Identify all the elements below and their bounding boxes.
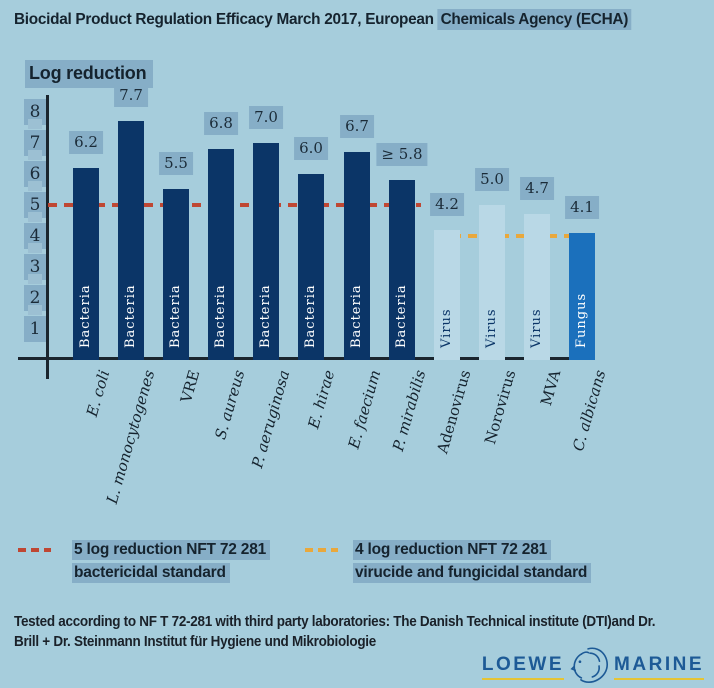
legend-line: 4 log reduction NFT 72 281: [353, 540, 552, 560]
chart-title-text: Biocidal Product Regulation Efficacy Mar…: [14, 11, 438, 28]
footnote-line: Brill + Dr. Steinmann Institut für Hygie…: [14, 634, 377, 650]
loewe-marine-logo: LOEWE MARINE: [481, 646, 704, 688]
bar-value-label: 6.2: [69, 131, 103, 154]
bar-group-label: Virus: [439, 308, 454, 348]
bar-p-aeruginosa: [253, 143, 279, 360]
bar-value-label: 5.0: [475, 168, 509, 191]
bar-value-label: 4.1: [565, 196, 599, 219]
bar-group-label: Bacteria: [303, 284, 318, 348]
bar-group-label: Bacteria: [78, 284, 93, 348]
y-axis-tick: 5: [24, 192, 46, 218]
bar-value-label: 5.5: [159, 152, 193, 175]
bar-p-mirabilis: [389, 180, 415, 360]
logo-word-marine: MARINE: [614, 654, 704, 680]
bar-value-label: 6.8: [204, 112, 238, 135]
y-axis-tick-tab: [28, 305, 42, 315]
bar-group-label: Bacteria: [123, 284, 138, 348]
y-axis-tick: 1: [24, 316, 46, 342]
y-axis-tick: 7: [24, 130, 46, 156]
bar-e-faecium: [344, 152, 370, 360]
legend-text-virucide: 4 log reduction NFT 72 281 virucide and …: [353, 538, 592, 584]
bar-value-label: 6.0: [294, 137, 328, 160]
bar-value-label: 4.2: [430, 193, 464, 216]
red-dashed-line-swatch: [18, 548, 51, 552]
bar-group-label: Bacteria: [258, 284, 273, 348]
chart-title: Biocidal Product Regulation Efficacy Mar…: [14, 9, 631, 30]
bar-group-label: Bacteria: [168, 284, 183, 348]
bar-adenovirus: [434, 230, 460, 360]
bar-value-label: 4.7: [520, 177, 554, 200]
logo-word-loewe: LOEWE: [481, 654, 565, 680]
bar-value-label: ≥ 5.8: [376, 143, 428, 166]
legend-line: bactericidal standard: [72, 563, 230, 583]
y-axis-tick-tab: [28, 150, 42, 160]
x-axis-label: C. albicans: [569, 368, 610, 454]
chart-title-highlight: Chemicals Agency (ECHA): [437, 9, 631, 30]
footnote-line: Tested according to NF T 72-281 with thi…: [14, 614, 656, 630]
bar-e-coli: [73, 168, 99, 360]
bar-value-label: 7.7: [114, 84, 148, 107]
orange-dashed-line-swatch: [305, 548, 338, 552]
legend-item-bactericidal: 5 log reduction NFT 72 281 bactericidal …: [18, 538, 271, 584]
y-axis-tick: 2: [24, 285, 46, 311]
legend-line: 5 log reduction NFT 72 281: [72, 540, 271, 560]
bar-l-monocytogenes: [118, 121, 144, 360]
y-axis-line: [46, 95, 49, 379]
footnote: Tested according to NF T 72-281 with thi…: [14, 612, 656, 652]
bar-norovirus: [479, 205, 505, 360]
y-axis-tick-tab: [28, 243, 42, 253]
bar-group-label: Bacteria: [349, 284, 364, 348]
legend-line: virucide and fungicidal standard: [353, 563, 592, 583]
legend-item-virucide: 4 log reduction NFT 72 281 virucide and …: [305, 538, 592, 584]
y-axis-tick: 3: [24, 254, 46, 280]
bar-c-albicans: [569, 233, 595, 360]
lion-icon: [570, 647, 609, 684]
bar-group-label: Bacteria: [394, 284, 409, 348]
y-axis-title: Log reduction: [25, 60, 154, 88]
4-log-threshold-line: [436, 234, 593, 238]
bar-vre: [163, 189, 189, 360]
y-axis-tick: 6: [24, 161, 46, 187]
bar-s-aureus: [208, 149, 234, 360]
bar-value-label: 6.7: [340, 115, 374, 138]
y-axis-tick-tab: [28, 119, 42, 129]
bar-value-label: 7.0: [249, 106, 283, 129]
bar-group-label: Fungus: [574, 292, 589, 348]
5-log-threshold-line: [48, 203, 421, 207]
bar-e-hirae: [298, 174, 324, 360]
legend-text-bactericidal: 5 log reduction NFT 72 281 bactericidal …: [72, 538, 271, 584]
bar-chart: 8 7 6 5 4 3 2 1 6.2 Bacteria E. coli 7.7 Bacteria L. …: [18, 84, 610, 506]
y-axis-tick: 8: [24, 99, 46, 125]
bar-group-label: Virus: [529, 308, 544, 348]
bar-group-label: Bacteria: [213, 284, 228, 348]
y-axis-tick-tab: [28, 212, 42, 222]
bar-mva: [524, 214, 550, 360]
bar-group-label: Virus: [484, 308, 499, 348]
y-axis-tick-tab: [28, 274, 42, 284]
y-axis-tick-tab: [28, 181, 42, 191]
y-axis-tick: 4: [24, 223, 46, 249]
